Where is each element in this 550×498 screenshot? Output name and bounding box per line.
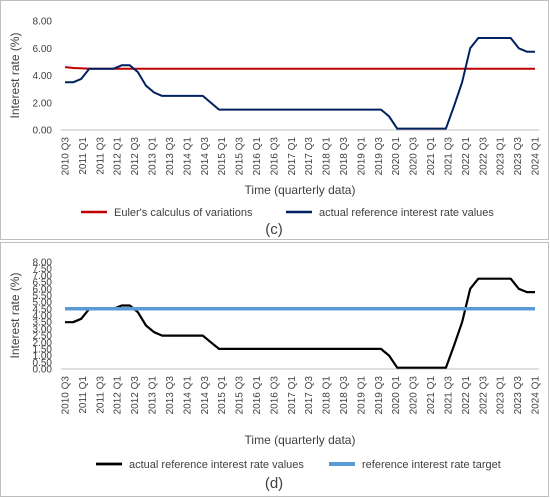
chart-0-x-tick-label: 2021 Q1 [426,137,437,176]
chart-0-x-axis-title: Time (quarterly data) [245,183,356,197]
chart-0-x-tick-label: 2018 Q1 [322,137,333,176]
chart-0-x-tick-label: 2023 Q1 [496,137,507,176]
chart-0-x-tick-label: 2012 Q3 [130,137,141,176]
chart-0-x-tick-label: 2022 Q1 [461,137,472,176]
chart-1-y-tick-label: 6.00 [33,284,53,295]
chart-0-y-tick-label: 2.00 [33,98,53,109]
chart-1-x-tick-label: 2022 Q1 [461,376,472,415]
chart-1-y-tick-label: 1.50 [33,344,53,355]
chart-0-x-tick-label: 2016 Q1 [252,137,263,176]
chart-0-panel-label: (c) [265,221,283,238]
chart-1-x-tick-label: 2021 Q1 [426,376,437,415]
chart-1-x-tick-label: 2012 Q1 [113,376,124,415]
chart-1-legend-label-1: reference interest rate target [362,459,501,471]
chart-1-y-tick-label: 3.50 [33,318,53,329]
chart-0-x-tick-label: 2014 Q1 [182,137,193,176]
chart-1-y-tick-label: 7.50 [33,264,53,275]
chart-0-x-tick-label: 2015 Q1 [217,137,228,176]
chart-d-svg: 0.000.501.001.502.002.503.003.504.004.50… [8,258,542,493]
chart-c-svg: 0.00 2.00 4.00 6.00 8.00 Interest rate (%) 201… [8,17,542,239]
chart-0-x-tick-label: 2020 Q3 [409,137,420,176]
chart-0-x-tick-label: 2012 Q1 [113,137,124,176]
chart-0-x-tick-label: 2020 Q1 [391,137,402,176]
chart-1-y-tick-label: 5.50 [33,291,53,302]
chart-1-x-tick-label: 2014 Q1 [182,376,193,415]
chart-0-y-axis-title: Interest rate (%) [8,32,22,118]
chart-0-x-tick-label: 2024 Q1 [531,137,542,176]
chart-1-x-tick-label: 2015 Q1 [217,376,228,415]
chart-1-x-tick-label: 2016 Q3 [269,376,280,415]
chart-1-x-tick-label: 2015 Q3 [235,376,246,415]
chart-1-x-tick-label: 2011 Q3 [95,376,106,414]
chart-1-y-tick-label: 2.50 [33,331,53,342]
chart-1-y-tick-label: 8.00 [33,258,53,269]
chart-1-x-tick-label: 2019 Q3 [374,376,385,415]
chart-1-y-tick-label: 7.00 [33,271,53,282]
chart-0-x-tick-label: 2013 Q1 [148,137,159,176]
chart-1-x-tick-label: 2022 Q3 [478,376,489,415]
chart-0-series-line-0 [64,66,535,70]
chart-1-y-tick-label: 5.00 [33,298,53,309]
chart-0-x-tick-label: 2023 Q3 [513,137,524,176]
chart-1-x-tick-label: 2023 Q1 [496,376,507,415]
chart-1-y-axis-title: Interest rate (%) [8,272,22,358]
chart-0-legend-label-0: Euler's calculus of variations [114,207,253,219]
chart-1-x-axis-title: Time (quarterly data) [245,433,356,447]
chart-1-panel-label: (d) [265,475,283,492]
chart-1-y-tick-label: 0.50 [33,358,53,369]
chart-0-x-tick-label: 2018 Q3 [339,137,350,176]
chart-0-series-line-1 [65,37,535,130]
chart-1-y-tick-label: 4.50 [33,304,53,315]
chart-1-y-tick-label: 3.00 [33,324,53,335]
chart-1-x-tick-label: 2017 Q3 [304,376,315,415]
chart-1-y-tick-label: 4.00 [33,311,53,322]
chart-1-x-tick-label: 2017 Q1 [287,376,298,415]
chart-0-x-tick-label: 2021 Q3 [443,137,454,176]
chart-1-x-tick-label: 2020 Q1 [391,376,402,415]
chart-0-x-tick-label: 2011 Q1 [78,137,89,175]
chart-0-x-tick-label: 2014 Q3 [200,137,211,176]
chart-1-x-tick-label: 2024 Q1 [531,376,542,415]
chart-panel-c: 0.00 2.00 4.00 6.00 8.00 Interest rate (%) 201… [0,0,549,240]
chart-0-y-tick-label: 4.00 [33,71,53,82]
chart-1-x-tick-label: 2010 Q3 [61,376,72,415]
chart-0-x-tick-label: 2019 Q1 [356,137,367,176]
chart-0-x-tick-label: 2011 Q3 [95,137,106,175]
chart-0-x-tick-label: 2010 Q3 [61,137,72,176]
chart-1-series-line-0 [65,277,535,369]
chart-1-legend-label-0: actual reference interest rate values [129,459,304,471]
chart-0-x-tick-label: 2022 Q3 [478,137,489,176]
chart-0-y-tick-label: 6.00 [33,44,53,55]
chart-0-x-tick-label: 2015 Q3 [235,137,246,176]
chart-1-x-tick-label: 2014 Q3 [200,376,211,415]
chart-0-x-tick-label: 2017 Q3 [304,137,315,176]
chart-1-x-tick-label: 2016 Q1 [252,376,263,415]
chart-1-y-tick-label: 6.50 [33,278,53,289]
chart-1-x-tick-label: 2012 Q3 [130,376,141,415]
chart-1-x-tick-label: 2011 Q1 [78,376,89,414]
chart-0-x-tick-label: 2017 Q1 [287,137,298,176]
chart-1-x-tick-label: 2021 Q3 [443,376,454,415]
chart-0-x-tick-label: 2013 Q3 [165,137,176,176]
chart-1-y-tick-label: 0.00 [33,365,53,376]
chart-panel-d: 0.00 0.50 1.00 1.50 2.00 2.50 3.00 3.50 4.00 4.50… [0,242,549,497]
chart-1-y-tick-label: 2.00 [33,338,53,349]
chart-0-y-tick-label: 0.00 [33,126,53,137]
chart-1-x-tick-label: 2023 Q3 [513,376,524,415]
chart-1-x-tick-label: 2018 Q1 [322,376,333,415]
chart-1-x-tick-label: 2013 Q1 [148,376,159,415]
chart-0-x-tick-label: 2019 Q3 [374,137,385,176]
chart-1-y-tick-label: 1.00 [33,351,53,362]
chart-1-x-tick-label: 2018 Q3 [339,376,350,415]
chart-0-y-tick-label: 8.00 [33,17,53,28]
chart-0-x-tick-label: 2016 Q3 [269,137,280,176]
chart-0-legend-label-1: actual reference interest rate values [319,207,494,219]
chart-1-x-tick-label: 2020 Q3 [409,376,420,415]
chart-1-x-tick-label: 2013 Q3 [165,376,176,415]
chart-1-x-tick-label: 2019 Q1 [356,376,367,415]
